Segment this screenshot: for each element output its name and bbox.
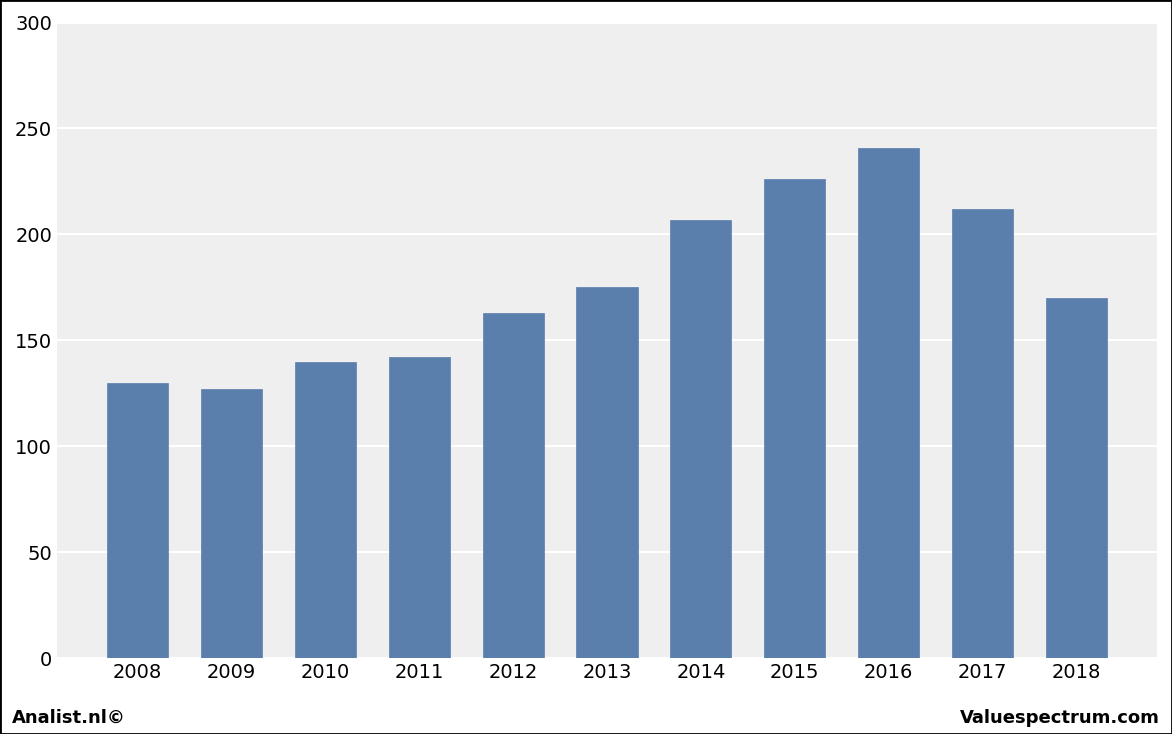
Text: Valuespectrum.com: Valuespectrum.com (960, 708, 1160, 727)
Bar (389, 357, 450, 658)
Bar (577, 288, 638, 658)
Bar (952, 209, 1013, 658)
Bar (764, 179, 825, 658)
Bar (858, 148, 919, 658)
Text: Analist.nl©: Analist.nl© (12, 708, 125, 727)
Bar (200, 389, 261, 658)
Bar (483, 313, 544, 658)
Bar (107, 383, 168, 658)
Bar (295, 362, 356, 658)
Bar (670, 219, 731, 658)
Bar (1045, 298, 1108, 658)
